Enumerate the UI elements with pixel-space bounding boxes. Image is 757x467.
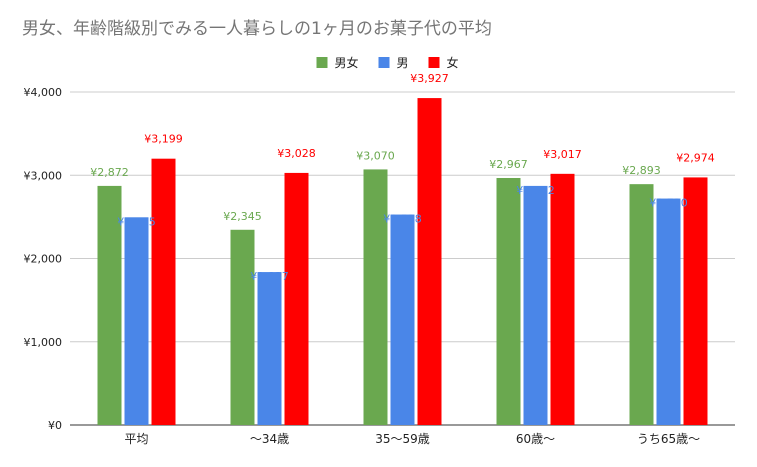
data-label: ¥2,872	[516, 184, 555, 197]
y-tick-label: ¥2,000	[24, 253, 63, 266]
y-tick-label: ¥1,000	[24, 336, 63, 349]
x-category-label: 35〜59歳	[375, 432, 430, 446]
bar	[97, 185, 122, 425]
y-axis: ¥0 ¥1,000 ¥2,000 ¥3,000 ¥4,000	[24, 86, 63, 432]
bar	[124, 217, 149, 425]
bar	[230, 229, 255, 425]
bar	[629, 184, 654, 425]
data-label: ¥2,528	[383, 213, 422, 226]
data-label: ¥2,345	[223, 210, 262, 223]
data-label: ¥2,720	[649, 197, 688, 210]
chart-title: 男女、年齢階級別でみる一人暮らしの1ヶ月のお菓子代の平均	[22, 19, 492, 39]
bar	[417, 98, 442, 426]
x-category-label: うち65歳〜	[637, 432, 700, 446]
data-label: ¥2,967	[489, 158, 528, 171]
data-label: ¥2,495	[117, 215, 156, 228]
y-tick-label: ¥0	[48, 419, 62, 432]
legend-label: 男女	[335, 55, 359, 70]
bar	[550, 173, 575, 425]
data-label: ¥3,028	[277, 147, 316, 160]
y-tick-label: ¥3,000	[24, 169, 63, 182]
x-category-label: 60歳〜	[516, 432, 555, 446]
legend-swatch	[316, 57, 328, 68]
bar	[284, 172, 309, 425]
bars	[97, 98, 708, 426]
data-label: ¥3,017	[543, 148, 582, 161]
y-tick-label: ¥4,000	[24, 86, 63, 99]
bar	[683, 177, 708, 425]
data-label: ¥1,837	[250, 270, 289, 283]
bar	[151, 158, 176, 426]
x-axis: 平均 〜34歳 35〜59歳 60歳〜 うち65歳〜	[124, 432, 700, 446]
bar	[257, 272, 282, 425]
bar	[390, 214, 415, 425]
data-label: ¥2,872	[90, 166, 129, 179]
bar	[656, 198, 681, 425]
legend: 男女男女	[316, 55, 459, 70]
bar	[523, 185, 548, 425]
x-category-label: 〜34歳	[250, 432, 289, 446]
legend-swatch	[428, 57, 440, 68]
data-label: ¥2,893	[622, 164, 661, 177]
bar	[496, 177, 521, 425]
bar	[363, 169, 388, 425]
legend-label: 男	[397, 56, 409, 70]
legend-label: 女	[447, 55, 459, 70]
data-label: ¥2,974	[676, 151, 715, 164]
data-label: ¥3,070	[356, 149, 395, 162]
data-label: ¥3,199	[144, 133, 183, 146]
legend-swatch	[378, 57, 390, 68]
data-label: ¥3,927	[410, 72, 449, 85]
data-labels: ¥2,872 ¥2,495 ¥3,199 ¥2,345 ¥1,837 ¥3,028 ¥3,0…	[90, 72, 715, 283]
x-category-label: 平均	[124, 432, 148, 446]
